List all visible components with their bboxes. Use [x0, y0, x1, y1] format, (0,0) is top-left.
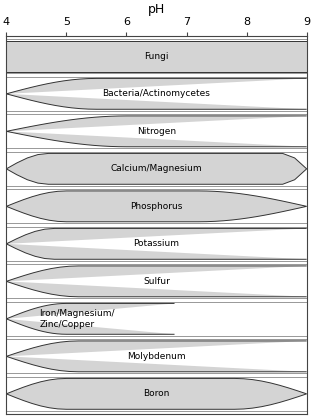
Polygon shape: [6, 191, 307, 222]
Text: Bacteria/Actinomycetes: Bacteria/Actinomycetes: [103, 89, 210, 98]
Text: Fungi: Fungi: [144, 52, 169, 61]
Polygon shape: [6, 153, 307, 184]
Bar: [6, 114, 307, 148]
Bar: [6, 227, 307, 261]
Text: Phosphorus: Phosphorus: [130, 202, 183, 211]
Text: Iron/Magnesium/
Zinc/Copper: Iron/Magnesium/ Zinc/Copper: [39, 309, 115, 329]
Bar: [6, 377, 307, 411]
Bar: [6, 264, 307, 299]
X-axis label: pH: pH: [148, 3, 165, 16]
Text: Potassium: Potassium: [134, 239, 179, 249]
Bar: [6, 152, 307, 186]
Bar: [6, 189, 307, 224]
Bar: [6, 77, 307, 111]
Polygon shape: [6, 379, 307, 409]
Bar: [6, 302, 307, 336]
Bar: [6, 339, 307, 374]
Text: Calcium/Magnesium: Calcium/Magnesium: [111, 164, 202, 173]
Text: Molybdenum: Molybdenum: [127, 352, 186, 361]
Text: Nitrogen: Nitrogen: [137, 127, 176, 136]
Text: Boron: Boron: [143, 389, 170, 398]
Polygon shape: [6, 41, 307, 72]
Bar: [6, 39, 307, 73]
Text: Sulfur: Sulfur: [143, 277, 170, 286]
